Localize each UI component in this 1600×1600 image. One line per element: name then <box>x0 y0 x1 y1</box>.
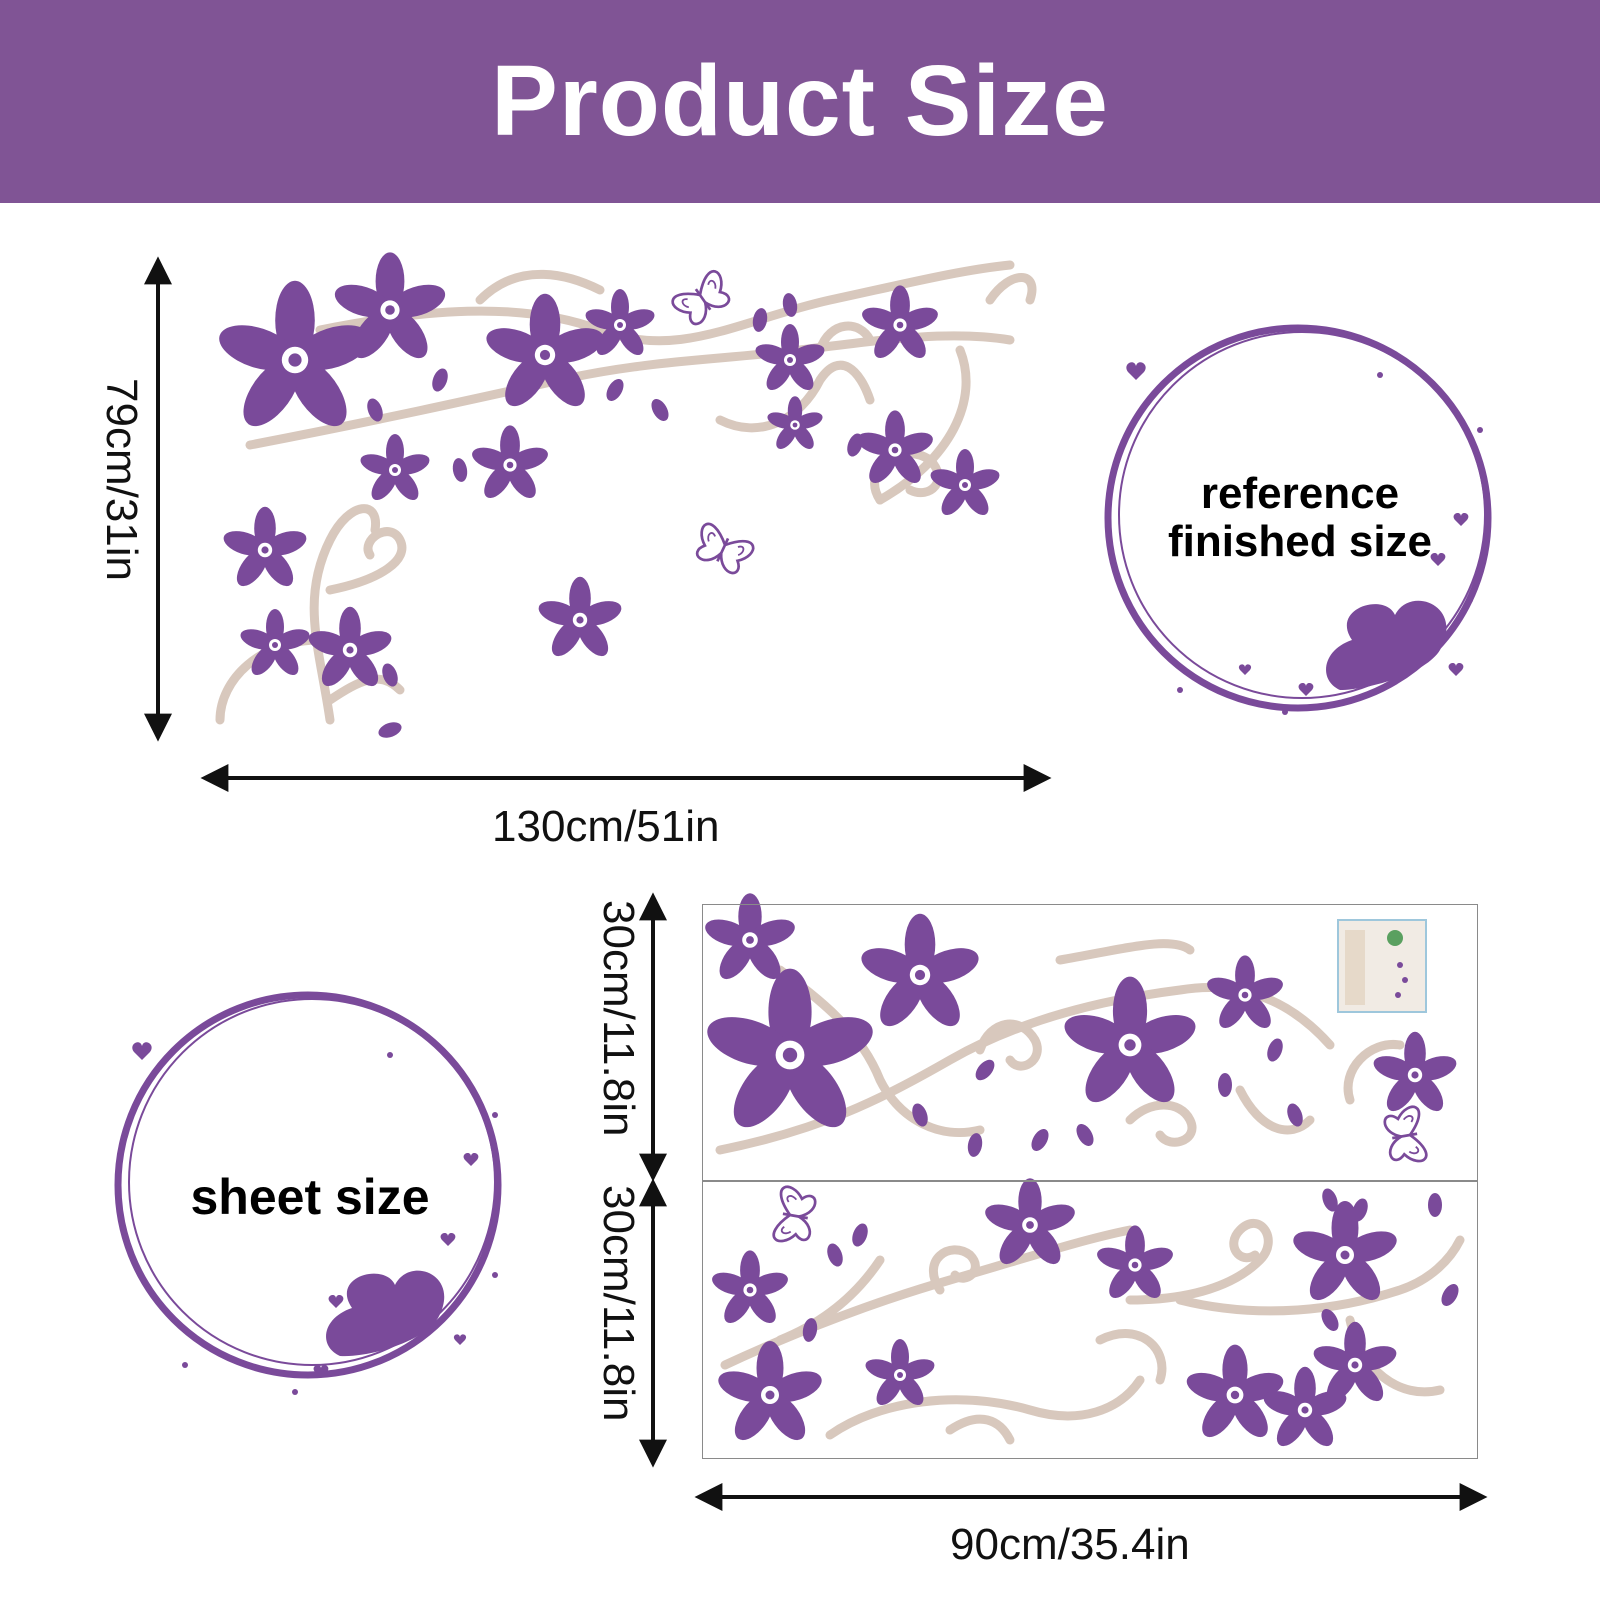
sheet-1-outline <box>702 904 1478 1182</box>
reference-badge-hearts <box>1126 362 1483 715</box>
finished-height-label: 79cm/31in <box>97 378 146 582</box>
sheet-badge-label: sheet size <box>190 1169 430 1225</box>
sheet-badge-hearts <box>132 1042 498 1395</box>
page-title: Product Size <box>491 45 1109 157</box>
room-thumbnail <box>1337 919 1427 1013</box>
finished-width-label: 130cm/51in <box>492 802 720 851</box>
reference-badge-circle <box>1104 324 1492 712</box>
sheet-1-height-label: 30cm/11.8in <box>594 900 643 1137</box>
reference-badge-label: reference finished size <box>1167 469 1433 567</box>
sheet-width-label: 90cm/35.4in <box>950 1520 1190 1569</box>
sheet-2-outline <box>702 1180 1478 1459</box>
sheet-2-height-label: 30cm/11.8in <box>594 1185 643 1422</box>
header-banner: Product Size <box>0 0 1600 203</box>
sheet-badge-circle <box>114 991 502 1379</box>
